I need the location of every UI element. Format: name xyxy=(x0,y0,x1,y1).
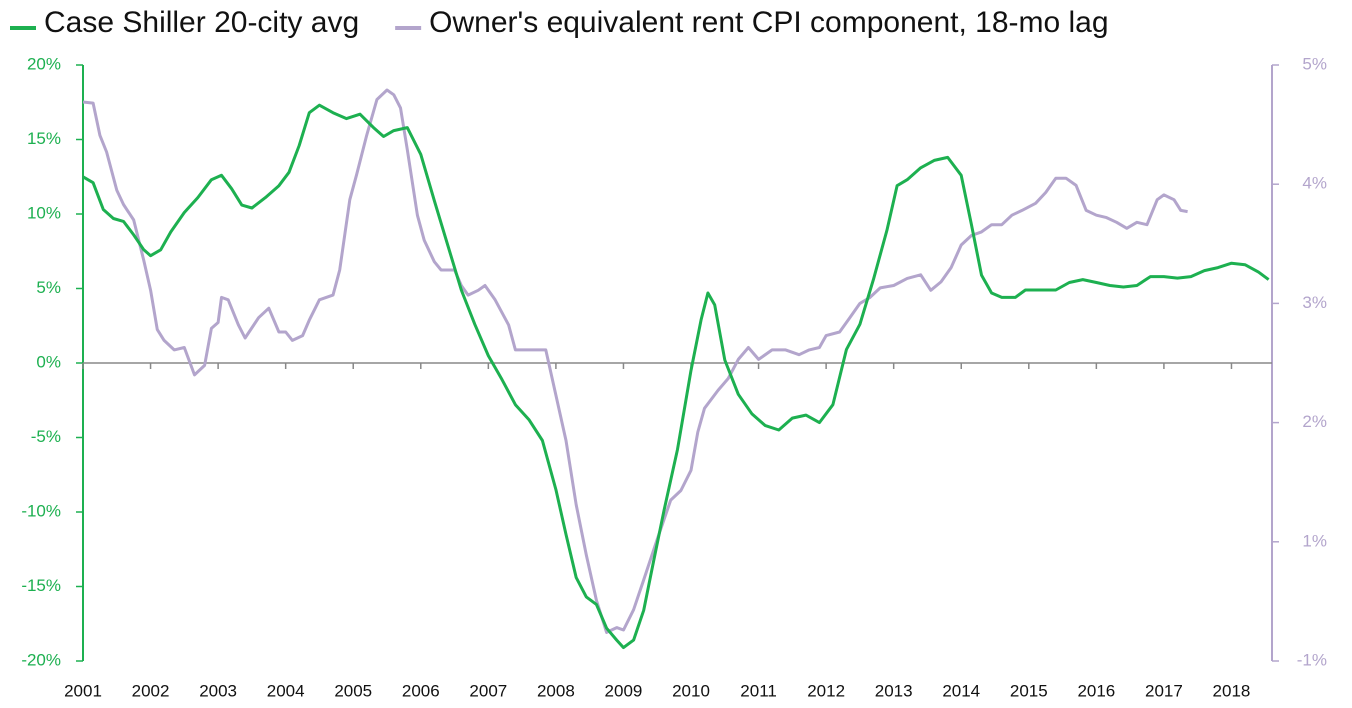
x-tick-label: 2013 xyxy=(875,681,913,700)
x-tick-label: 2018 xyxy=(1213,681,1251,700)
y-tick-label: -20% xyxy=(21,650,61,669)
y2-tick-label: 1% xyxy=(1302,531,1327,550)
y-tick-label: 10% xyxy=(27,203,61,222)
x-tick-label: 2015 xyxy=(1010,681,1048,700)
x-tick-label: 2001 xyxy=(64,681,102,700)
x-tick-label: 2005 xyxy=(334,681,372,700)
y2-tick-label: 4% xyxy=(1302,174,1327,193)
y2-tick-label: 3% xyxy=(1302,293,1327,312)
series-line xyxy=(82,103,1270,650)
y-tick-label: 0% xyxy=(36,352,61,371)
x-tick-label: 2004 xyxy=(267,681,305,700)
x-tick-label: 2016 xyxy=(1077,681,1115,700)
y-tick-label: 20% xyxy=(27,54,61,73)
x-tick-label: 2008 xyxy=(537,681,575,700)
x-tick-label: 2014 xyxy=(942,681,980,700)
y-tick-label: 15% xyxy=(27,129,61,148)
x-tick-label: 2012 xyxy=(807,681,845,700)
x-tick-label: 2009 xyxy=(605,681,643,700)
x-tick-label: 2006 xyxy=(402,681,440,700)
y-tick-label: -10% xyxy=(21,501,61,520)
x-tick-label: 2002 xyxy=(132,681,170,700)
y-tick-label: -5% xyxy=(31,427,61,446)
x-tick-label: 2011 xyxy=(740,681,777,700)
x-tick-label: 2003 xyxy=(199,681,237,700)
y2-tick-label: -1% xyxy=(1297,650,1327,669)
x-tick-label: 2017 xyxy=(1145,681,1183,700)
y2-tick-label: 2% xyxy=(1302,412,1327,431)
y-tick-label: 5% xyxy=(36,278,61,297)
y-tick-label: -15% xyxy=(21,576,61,595)
series-line xyxy=(82,88,1188,634)
legend-label: Case Shiller 20-city avg xyxy=(44,6,359,39)
legend-label: Owner's equivalent rent CPI component, 1… xyxy=(429,6,1108,39)
x-tick-label: 2007 xyxy=(469,681,507,700)
x-tick-label: 2010 xyxy=(672,681,710,700)
y2-tick-label: 5% xyxy=(1302,54,1327,73)
